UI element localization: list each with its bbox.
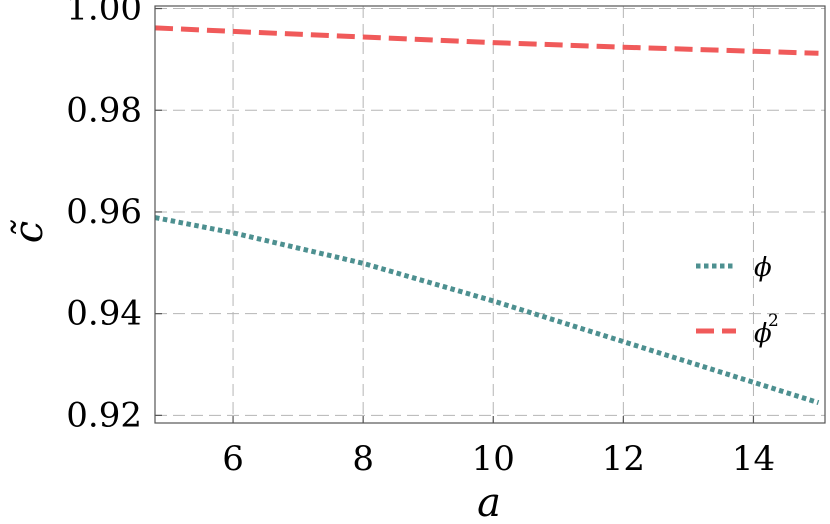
- x-tick-label: 10: [472, 439, 515, 479]
- y-axis-label: c̃: [6, 220, 52, 243]
- y-axis-ticks: 0.92 0.94 0.96 0.98 1.00: [66, 0, 162, 435]
- y-tick-label: 0.94: [66, 294, 142, 334]
- series-group: [154, 25, 820, 406]
- x-tick-label: 12: [602, 439, 645, 479]
- x-axis-label: a: [477, 480, 501, 524]
- grid-lines: [155, 6, 825, 423]
- plot-frame: [154, 5, 826, 424]
- x-tick-label: 8: [352, 439, 374, 479]
- x-tick-label: 14: [732, 439, 775, 479]
- series-line-phi: [154, 215, 820, 406]
- legend: ϕ ϕ 2: [696, 253, 779, 349]
- y-tick-label: 0.96: [66, 192, 142, 232]
- legend-label-phi-squared-superscript: 2: [768, 311, 779, 331]
- x-tick-label: 6: [222, 439, 244, 479]
- series-line-phi-squared: [154, 25, 819, 56]
- legend-label-phi-squared: ϕ: [754, 319, 772, 349]
- legend-label-phi: ϕ: [754, 253, 772, 283]
- y-tick-label: 0.92: [66, 395, 142, 435]
- y-tick-label: 0.98: [66, 90, 142, 130]
- x-axis-ticks: 6 8 10 12 14: [222, 416, 775, 479]
- y-tick-label: 1.00: [66, 0, 142, 29]
